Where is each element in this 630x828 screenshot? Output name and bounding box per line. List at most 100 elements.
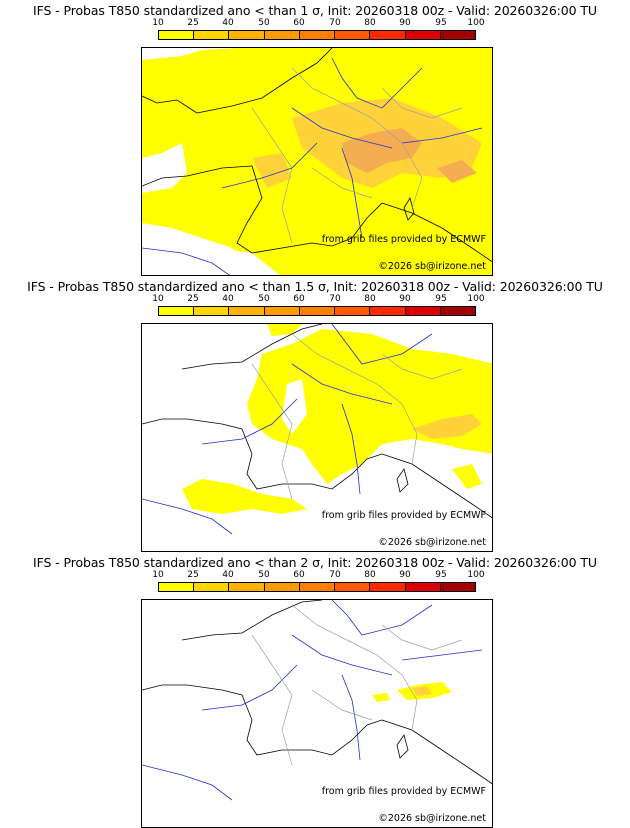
credit-copyright: ©2026 sb@irizone.net xyxy=(378,537,486,548)
scale-label: 100 xyxy=(467,18,485,28)
coastline xyxy=(181,600,323,641)
river xyxy=(291,634,393,676)
probability-map: from grib files provided by ECMWF ©2026 … xyxy=(141,323,493,552)
scale-label: 80 xyxy=(364,294,376,304)
admin-border xyxy=(291,333,418,465)
scale-swatch xyxy=(405,31,441,39)
probability-area-low xyxy=(372,693,390,702)
scale-swatch xyxy=(264,307,300,315)
probability-area-mid xyxy=(412,686,432,696)
river xyxy=(341,147,363,239)
scale-label: 80 xyxy=(364,570,376,580)
coastline xyxy=(196,48,333,114)
coastline xyxy=(381,453,492,519)
scale-swatch xyxy=(194,583,230,591)
scale-label: 40 xyxy=(222,18,234,28)
island-coastline xyxy=(396,734,409,759)
scale-label: 40 xyxy=(222,570,234,580)
no-data-area xyxy=(282,379,307,434)
admin-border xyxy=(381,624,463,651)
scale-label: 25 xyxy=(187,570,199,580)
scale-swatch xyxy=(370,307,406,315)
coastline xyxy=(381,719,492,785)
scale-label: 25 xyxy=(187,294,199,304)
color-scale-bar xyxy=(158,30,476,40)
credit-copyright: ©2026 sb@irizone.net xyxy=(378,813,486,824)
river xyxy=(331,324,433,365)
probability-area-low xyxy=(247,329,492,484)
color-scale-bar xyxy=(158,582,476,592)
scale-swatch xyxy=(229,307,265,315)
map-panel-2: IFS - Probas T850 standardized ano < tha… xyxy=(0,276,630,552)
map-graphic xyxy=(142,324,492,535)
admin-border xyxy=(381,353,463,380)
admin-border xyxy=(291,67,423,209)
coastline xyxy=(142,95,198,114)
river xyxy=(142,764,233,801)
scale-swatch xyxy=(370,31,406,39)
coastline xyxy=(381,202,492,263)
scale-swatch xyxy=(194,31,230,39)
admin-border xyxy=(251,107,293,244)
river xyxy=(291,363,393,405)
admin-border xyxy=(381,87,463,119)
scale-swatch xyxy=(405,583,441,591)
coastline xyxy=(142,418,383,490)
credit-source: from grib files provided by ECMWF xyxy=(321,234,486,245)
map-panel-1: IFS - Probas T850 standardized ano < tha… xyxy=(0,0,630,276)
scale-label: 50 xyxy=(258,570,270,580)
panel-title: IFS - Probas T850 standardized ano < tha… xyxy=(33,555,597,570)
scale-swatch xyxy=(264,583,300,591)
credit-source: from grib files provided by ECMWF xyxy=(321,786,486,797)
scale-label: 95 xyxy=(435,570,447,580)
river xyxy=(341,674,361,761)
scale-label: 90 xyxy=(399,294,411,304)
color-scale-bar xyxy=(158,306,476,316)
scale-label: 100 xyxy=(467,570,485,580)
scale-swatch xyxy=(299,583,336,591)
scale-label: 95 xyxy=(435,18,447,28)
river xyxy=(341,403,361,495)
probability-area-low xyxy=(452,464,482,489)
coastline xyxy=(142,165,383,254)
scale-label: 80 xyxy=(364,18,376,28)
scale-label: 60 xyxy=(293,294,305,304)
probability-area-high xyxy=(342,128,422,173)
probability-area-mid xyxy=(252,153,292,188)
river xyxy=(331,57,423,109)
probability-area-low xyxy=(267,324,302,336)
admin-border xyxy=(251,634,293,766)
scale-swatch xyxy=(299,307,336,315)
map-graphic xyxy=(142,48,492,275)
scale-label: 60 xyxy=(293,570,305,580)
color-scale-labels: 10 25 40 50 60 70 80 90 95 100 xyxy=(152,294,484,306)
scale-swatch xyxy=(229,583,265,591)
scale-swatch xyxy=(264,31,300,39)
scale-swatch xyxy=(370,583,406,591)
scale-label: 70 xyxy=(329,570,341,580)
scale-swatch xyxy=(159,583,195,591)
scale-label: 95 xyxy=(435,294,447,304)
scale-label: 60 xyxy=(293,18,305,28)
scale-label: 10 xyxy=(152,570,164,580)
color-scale-labels: 10 25 40 50 60 70 80 90 95 100 xyxy=(152,570,484,582)
scale-label: 90 xyxy=(399,570,411,580)
probability-area-low xyxy=(167,73,192,93)
scale-label: 50 xyxy=(258,294,270,304)
coastline xyxy=(181,324,323,370)
admin-border xyxy=(311,689,373,721)
scale-swatch xyxy=(440,583,475,591)
no-data-area xyxy=(142,223,260,275)
scale-swatch xyxy=(335,583,371,591)
river xyxy=(142,498,233,535)
scale-swatch xyxy=(299,31,336,39)
island-coastline xyxy=(403,196,415,221)
scale-swatch xyxy=(194,307,230,315)
scale-label: 70 xyxy=(329,18,341,28)
probability-area-high xyxy=(437,160,477,183)
river xyxy=(142,247,230,275)
river xyxy=(201,664,298,711)
scale-label: 10 xyxy=(152,294,164,304)
probability-area-mid xyxy=(412,414,482,439)
credit-source: from grib files provided by ECMWF xyxy=(321,510,486,521)
